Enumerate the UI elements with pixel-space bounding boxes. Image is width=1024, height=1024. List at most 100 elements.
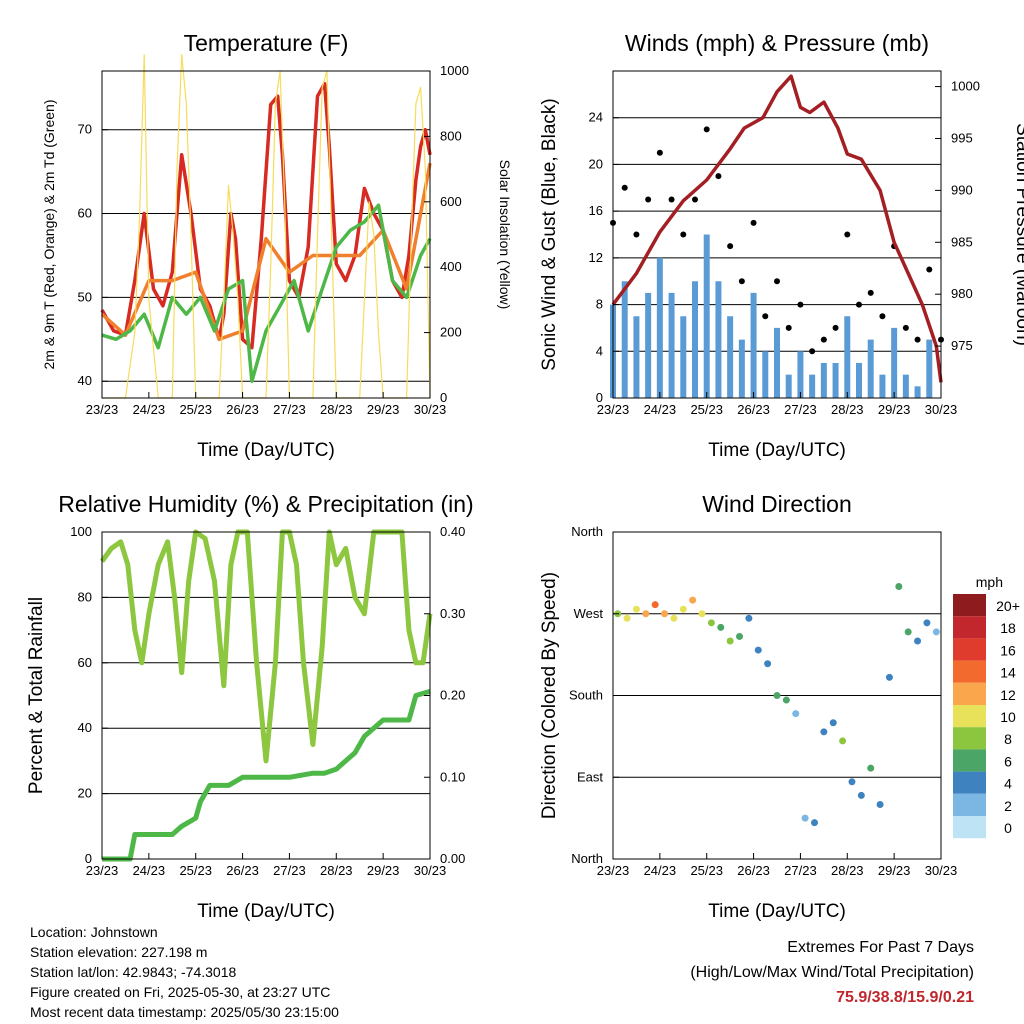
gust-point: [668, 196, 675, 203]
x-tick-label: 30/23: [414, 863, 447, 878]
extremes-title: Extremes For Past 7 Days: [787, 939, 974, 956]
gust-point: [867, 289, 874, 296]
direction-point: [773, 692, 781, 699]
relative-humidity-line: [99, 529, 433, 764]
x-tick-label: 30/23: [925, 863, 958, 878]
y-tick-label: 4: [596, 343, 603, 358]
temperature-chart: [100, 54, 432, 399]
x-tick-label: 26/23: [226, 402, 259, 417]
gust-point: [645, 196, 652, 203]
colorbar-cell: [953, 771, 986, 794]
direction-point: [820, 728, 828, 736]
direction-point: [670, 614, 678, 622]
gust-point: [621, 184, 628, 191]
x-axis-label: Time (Day/UTC): [197, 901, 335, 922]
y-tick-label: South: [569, 688, 603, 703]
y-axis-label: Percent & Total Rainfall: [26, 597, 47, 794]
x-tick-label: 27/23: [273, 402, 306, 417]
total-precipitation-line: [102, 688, 431, 862]
direction-point: [782, 696, 790, 704]
direction-point: [801, 814, 809, 822]
y2-tick-label: 1000: [951, 79, 980, 94]
colorbar-label: 2: [1004, 798, 1012, 814]
y2-tick-label: 0.00: [440, 851, 465, 866]
gust-point: [656, 149, 663, 156]
y-tick-label: 70: [78, 122, 92, 137]
y2-tick-label: 600: [440, 194, 462, 209]
x-tick-label: 30/23: [925, 402, 958, 417]
gust-point: [774, 278, 780, 285]
y-axis-label: Direction (Colored By Speed): [539, 572, 560, 819]
y2-tick-label: 990: [951, 182, 973, 197]
direction-point: [829, 719, 837, 727]
chart-title: Relative Humidity (%) & Precipitation (i…: [58, 491, 473, 517]
gust-point: [762, 313, 769, 320]
y2-tick-label: 0.20: [440, 688, 465, 703]
elevation-text: Station elevation: 227.198 m: [30, 944, 208, 960]
y-tick-label: North: [571, 851, 603, 866]
y2-tick-label: 800: [440, 128, 462, 143]
extremes-values: 75.9/38.8/15.9/0.21: [836, 989, 974, 1006]
x-tick-label: 26/23: [737, 402, 770, 417]
chart-title: Temperature (F): [184, 30, 349, 56]
gust-point: [832, 324, 839, 331]
y-tick-label: 80: [78, 589, 92, 604]
x-tick-label: 25/23: [179, 402, 212, 417]
colorbar-cell: [953, 660, 986, 683]
direction-point: [923, 619, 931, 627]
y-tick-label: 8: [596, 297, 603, 312]
direction-point: [745, 614, 753, 622]
y2-tick-label: 1000: [440, 63, 469, 78]
created-text: Figure created on Fri, 2025-05-30, at 23…: [30, 984, 331, 1000]
plot-frame: [101, 70, 431, 399]
colorbar-cell: [953, 616, 986, 639]
y-axis-label: Sonic Wind & Gust (Blue, Black): [539, 98, 560, 370]
y-tick-label: 0: [596, 390, 603, 405]
humidity-chart: [99, 529, 433, 862]
gust-point: [750, 219, 757, 226]
y-tick-label: 12: [589, 250, 603, 265]
plot-frame: [101, 531, 431, 860]
x-tick-label: 23/23: [597, 863, 630, 878]
direction-point: [698, 610, 706, 618]
direction-point: [914, 637, 922, 645]
solar-insolation-line: [102, 54, 431, 399]
colorbar-label: 12: [1000, 687, 1016, 703]
gust-point: [809, 348, 816, 355]
colorbar-label: 18: [1000, 620, 1016, 636]
gust-point: [680, 231, 687, 238]
direction-point: [736, 632, 744, 640]
y-tick-label: 24: [589, 110, 603, 125]
direction-point: [867, 764, 875, 772]
direction-point: [726, 637, 734, 645]
direction-point: [623, 614, 631, 622]
x-axis-label: Time (Day/UTC): [708, 901, 846, 922]
x-tick-label: 26/23: [737, 863, 770, 878]
colorbar-cell: [953, 682, 986, 705]
y-tick-label: 60: [78, 655, 92, 670]
gust-point: [902, 324, 909, 331]
x-tick-label: 29/23: [878, 402, 911, 417]
colorbar-label: 8: [1004, 731, 1012, 747]
y2-tick-label: 995: [951, 130, 973, 145]
y-tick-label: 40: [78, 373, 92, 388]
x-tick-label: 23/23: [597, 402, 630, 417]
direction-point: [895, 583, 903, 590]
x-tick-label: 26/23: [226, 863, 259, 878]
direction-point: [764, 660, 772, 668]
direction-point: [839, 737, 847, 745]
x-tick-label: 24/23: [133, 402, 166, 417]
colorbar-label: 14: [1000, 665, 1016, 681]
x-tick-label: 25/23: [179, 863, 212, 878]
y2-tick-label: 200: [440, 325, 462, 340]
x-tick-label: 29/23: [878, 863, 911, 878]
9m-t-line: [100, 162, 432, 342]
direction-point: [651, 601, 659, 609]
colorbar-cell: [953, 705, 986, 728]
y2-axis-label: Solar Insolation (Yellow): [497, 160, 513, 310]
gust-point: [692, 196, 698, 203]
direction-point: [932, 628, 940, 636]
y-axis-label: 2m & 9m T (Red, Orange) & 2m Td (Green): [41, 100, 57, 370]
direction-point: [848, 778, 856, 786]
y-tick-label: East: [577, 769, 603, 784]
